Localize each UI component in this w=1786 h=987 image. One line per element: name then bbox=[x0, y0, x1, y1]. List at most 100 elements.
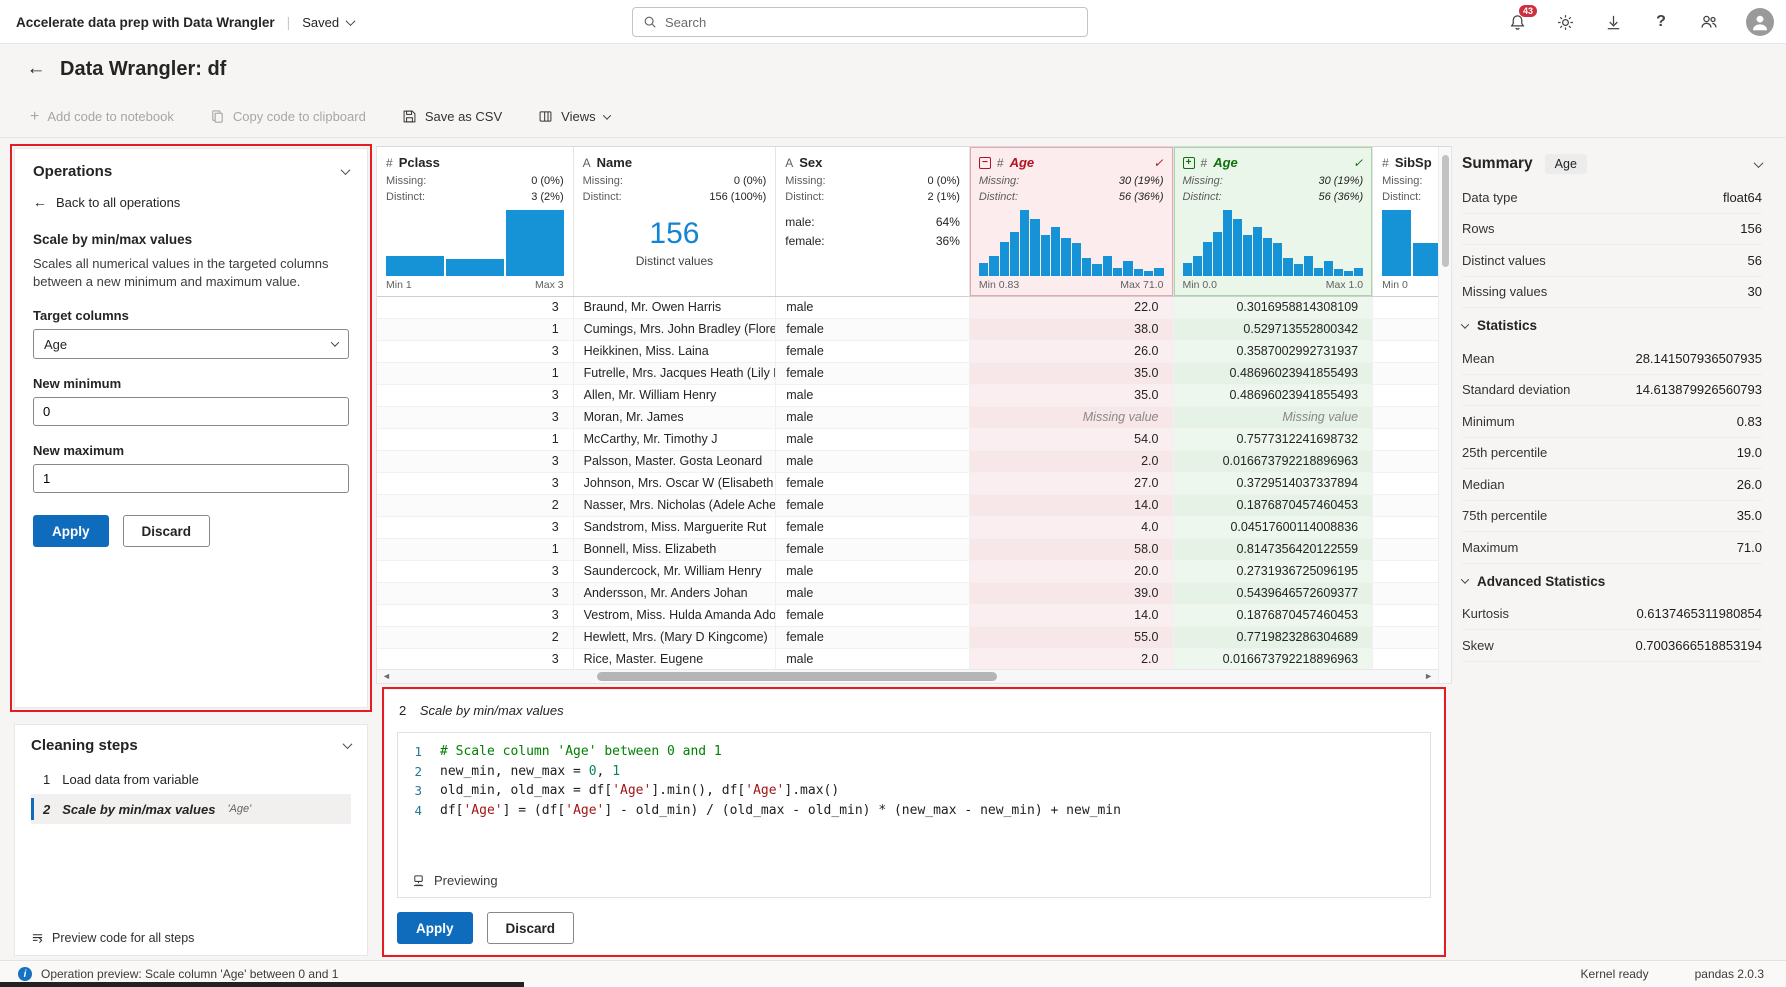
cell-age-original: 22.0 bbox=[969, 297, 1174, 318]
person-icon bbox=[1752, 15, 1768, 31]
column-header-age-scaled[interactable]: + # Age ✓ Missing: 30 (19%) Distinct: 56 (… bbox=[1173, 147, 1374, 296]
code-apply-button[interactable]: Apply bbox=[397, 912, 473, 944]
cleaning-step[interactable]: 2 Scale by min/max values 'Age' bbox=[31, 794, 351, 824]
download-button[interactable] bbox=[1602, 11, 1624, 33]
scroll-right-arrow-icon[interactable]: ► bbox=[1424, 671, 1433, 681]
code-step-number: 2 bbox=[399, 703, 407, 718]
missing-value: 0 (0%) bbox=[733, 175, 767, 187]
title-separator: | bbox=[286, 14, 291, 30]
summary-row: Maximum 71.0 bbox=[1462, 532, 1762, 564]
table-row[interactable]: 2 Hewlett, Mrs. (Mary D Kingcome) female 55… bbox=[377, 627, 1451, 649]
table-row[interactable]: 1 Cumings, Mrs. John Bradley (Florenc fema… bbox=[377, 319, 1451, 341]
cell-sex: female bbox=[776, 495, 970, 516]
column-header-pclass[interactable]: # Pclass Missing: 0 (0%) Distinct: 3 (2%) … bbox=[377, 147, 574, 296]
add-code-to-notebook-button[interactable]: + Add code to notebook bbox=[30, 108, 174, 125]
numeric-type-icon: # bbox=[1382, 155, 1389, 170]
summary-section-header[interactable]: Advanced Statistics bbox=[1460, 564, 1762, 599]
search-box[interactable] bbox=[632, 7, 1088, 37]
missing-value: 30 (19%) bbox=[1118, 175, 1164, 187]
table-row[interactable]: 1 Bonnell, Miss. Elizabeth female 58.0 0.814… bbox=[377, 539, 1451, 561]
cell-name: Heikkinen, Miss. Laina bbox=[574, 341, 777, 362]
max-label: Max 1.0 bbox=[1325, 279, 1364, 291]
discard-button[interactable]: Discard bbox=[122, 515, 211, 548]
column-header-name[interactable]: A Name Missing: 0 (0%) Distinct: 156 (100%… bbox=[573, 147, 777, 296]
table-row[interactable]: 3 Johnson, Mrs. Oscar W (Elisabeth Vil fem… bbox=[377, 473, 1451, 495]
settings-button[interactable] bbox=[1554, 11, 1576, 33]
collapse-summary-chevron-icon[interactable] bbox=[1753, 157, 1764, 168]
apply-button[interactable]: Apply bbox=[33, 515, 109, 548]
copy-code-button[interactable]: Copy code to clipboard bbox=[210, 109, 366, 124]
user-avatar[interactable] bbox=[1746, 8, 1774, 36]
preview-code-all-steps-button[interactable]: Preview code for all steps bbox=[31, 931, 351, 945]
table-row[interactable]: 3 Palsson, Master. Gosta Leonard male 2.0 0.… bbox=[377, 451, 1451, 473]
table-row[interactable]: 3 Rice, Master. Eugene male 2.0 0.0166737922… bbox=[377, 649, 1451, 671]
column-check-icon[interactable]: ✓ bbox=[1353, 155, 1364, 170]
table-row[interactable]: 3 Braund, Mr. Owen Harris male 22.0 0.301695… bbox=[377, 297, 1451, 319]
table-row[interactable]: 3 Moran, Mr. James male Missing value Missin… bbox=[377, 407, 1451, 429]
histogram-bar bbox=[1303, 256, 1313, 276]
summary-row-label: Missing values bbox=[1462, 284, 1548, 300]
cell-age-original: 39.0 bbox=[969, 583, 1174, 604]
search-input[interactable] bbox=[665, 14, 1077, 30]
missing-label: Missing: bbox=[978, 175, 1020, 187]
save-status-dropdown[interactable]: Saved bbox=[302, 14, 356, 30]
save-as-csv-button[interactable]: Save as CSV bbox=[402, 109, 502, 124]
horizontal-scroll-thumb[interactable] bbox=[597, 672, 997, 681]
histogram-bar bbox=[1133, 269, 1143, 276]
table-row[interactable]: 3 Saundercock, Mr. William Henry male 20.0 0… bbox=[377, 561, 1451, 583]
cell-pclass: 3 bbox=[377, 605, 574, 626]
cell-age-original: 27.0 bbox=[969, 473, 1174, 494]
new-minimum-input[interactable] bbox=[33, 397, 349, 427]
summary-section-header[interactable]: Statistics bbox=[1460, 308, 1762, 343]
text-type-icon: A bbox=[582, 155, 591, 170]
code-panel-title: 2 Scale by min/max values bbox=[399, 703, 564, 718]
cell-pclass: 3 bbox=[377, 341, 574, 362]
table-row[interactable]: 3 Heikkinen, Miss. Laina female 26.0 0.35870… bbox=[377, 341, 1451, 363]
notifications-button[interactable]: 43 bbox=[1506, 5, 1537, 33]
distinct-label: Distinct: bbox=[978, 191, 1019, 203]
step-label: Load data from variable bbox=[62, 771, 199, 787]
summary-row-label: Kurtosis bbox=[1462, 606, 1509, 622]
column-header-age-original[interactable]: − # Age ✓ Missing: 30 (19%) Distinct: 56 (… bbox=[969, 147, 1174, 296]
table-row[interactable]: 3 Allen, Mr. William Henry male 35.0 0.48696… bbox=[377, 385, 1451, 407]
summary-panel: Summary Age Data type float64 Rows 156 Disti… bbox=[1460, 146, 1764, 662]
vertical-scrollbar[interactable] bbox=[1438, 147, 1451, 683]
scroll-left-arrow-icon[interactable]: ◄ bbox=[382, 671, 391, 681]
back-to-all-operations-link[interactable]: ← Back to all operations bbox=[33, 194, 349, 210]
histogram-bar bbox=[1040, 235, 1051, 276]
cell-age-scaled: 0.04517600114008836 bbox=[1173, 517, 1374, 538]
table-row[interactable]: 3 Andersson, Mr. Anders Johan male 39.0 0.54… bbox=[377, 583, 1451, 605]
summary-row-label: Minimum bbox=[1462, 413, 1515, 429]
table-row[interactable]: 1 Futrelle, Mrs. Jacques Heath (Lily Ma fe… bbox=[377, 363, 1451, 385]
code-discard-button[interactable]: Discard bbox=[486, 912, 575, 944]
distinct-value: 56 (36%) bbox=[1118, 191, 1164, 203]
histogram-bar bbox=[1092, 264, 1102, 276]
vertical-scroll-thumb[interactable] bbox=[1442, 155, 1449, 267]
save-status-label: Saved bbox=[302, 14, 340, 30]
new-maximum-input[interactable] bbox=[33, 464, 349, 494]
collapse-operations-chevron-icon[interactable] bbox=[340, 165, 351, 176]
collapse-steps-chevron-icon[interactable] bbox=[342, 739, 353, 750]
summary-row-value: 14.613879926560793 bbox=[1635, 382, 1762, 398]
code-editor[interactable]: 1 # Scale column 'Age' between 0 and 1 2 ne… bbox=[397, 732, 1431, 898]
table-row[interactable]: 2 Nasser, Mrs. Nicholas (Adele Achem femal… bbox=[377, 495, 1451, 517]
column-header-sex[interactable]: A Sex Missing: 0 (0%) Distinct: 2 (1%) mal… bbox=[776, 147, 970, 296]
horizontal-scrollbar[interactable]: ◄ ► bbox=[377, 669, 1451, 683]
histogram-bar bbox=[1313, 268, 1323, 276]
cell-sex: male bbox=[776, 649, 970, 670]
cell-sex: female bbox=[776, 627, 970, 648]
table-row[interactable]: 3 Sandstrom, Miss. Marguerite Rut female 4.… bbox=[377, 517, 1451, 539]
help-button[interactable]: ? bbox=[1650, 11, 1672, 33]
histogram-bar bbox=[1354, 268, 1364, 276]
views-dropdown[interactable]: Views bbox=[538, 109, 611, 124]
column-check-icon[interactable]: ✓ bbox=[1153, 155, 1164, 170]
people-button[interactable] bbox=[1698, 11, 1720, 33]
summary-row: Data type float64 bbox=[1462, 182, 1762, 214]
table-row[interactable]: 3 Vestrom, Miss. Hulda Amanda Adolf female… bbox=[377, 605, 1451, 627]
pandas-version: pandas 2.0.3 bbox=[1694, 967, 1764, 981]
back-button[interactable]: ← bbox=[26, 58, 46, 79]
cleaning-step[interactable]: 1 Load data from variable bbox=[31, 764, 351, 794]
target-columns-select[interactable]: Age bbox=[33, 329, 349, 360]
taskbar-edge bbox=[0, 982, 524, 987]
